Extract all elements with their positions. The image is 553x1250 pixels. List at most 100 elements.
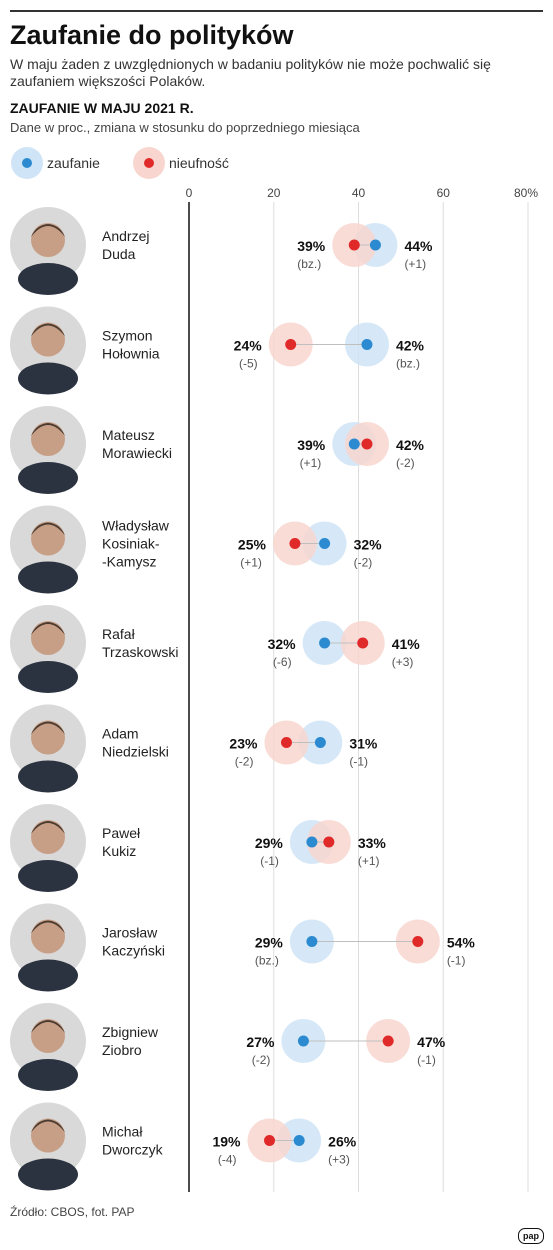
person-name: Ziobro <box>102 1042 142 1058</box>
distrust-dot <box>323 836 335 848</box>
trust-dot <box>314 737 326 748</box>
avatar-hair <box>31 622 65 635</box>
trust-value-label: 32% <box>268 636 297 652</box>
tick-label: 0 <box>186 186 193 200</box>
trust-dot <box>348 438 360 450</box>
person-name: Niedzielski <box>102 744 169 760</box>
avatar-body <box>18 1059 78 1091</box>
distrust-value-label: 54% <box>447 935 476 951</box>
avatar-hair <box>31 721 65 735</box>
person-name: Kosiniak- <box>102 536 160 552</box>
avatar-body <box>18 462 78 494</box>
distrust-value-label: 24% <box>234 338 263 354</box>
avatar-hair <box>31 821 65 834</box>
distrust-change-label: (+1) <box>358 854 380 868</box>
distrust-change-label: (-5) <box>239 357 258 371</box>
avatar-body <box>18 661 78 693</box>
trust-change-label: (-6) <box>273 655 292 669</box>
person-name: Andrzej <box>102 228 149 244</box>
trust-dot <box>369 239 381 251</box>
distrust-change-label: (-2) <box>396 456 415 470</box>
data-note: Dane w proc., zmiana w stosunku do poprz… <box>10 120 360 135</box>
person-name: Zbigniew <box>102 1024 159 1040</box>
avatar-body <box>18 561 78 594</box>
trust-change-label: (-1) <box>349 755 368 769</box>
distrust-change-label: (-4) <box>218 1153 237 1167</box>
avatar-face <box>31 322 65 357</box>
avatar-body <box>18 860 78 892</box>
trust-value-label: 29% <box>255 835 284 851</box>
distrust-value-label: 23% <box>229 736 258 752</box>
person-name: Trzaskowski <box>102 644 179 660</box>
trust-value-label: 26% <box>328 1134 357 1150</box>
distrust-value-label: 42% <box>396 437 425 453</box>
avatar-hair <box>31 224 65 237</box>
trust-change-label: (+3) <box>328 1153 350 1167</box>
pap-logo: pap <box>518 1228 544 1244</box>
person-name: Rafał <box>102 626 136 642</box>
trust-dot <box>319 637 331 649</box>
avatar-face <box>31 422 65 456</box>
distrust-change-label: (bz.) <box>297 257 321 271</box>
avatar-hair <box>31 920 65 934</box>
trust-dot <box>306 836 318 848</box>
distrust-dot <box>348 239 360 251</box>
tick-label: 80% <box>514 186 538 200</box>
legend-distrust-dot <box>144 158 154 168</box>
person-name: Władysław <box>102 518 170 534</box>
legend-trust-label: zaufanie <box>47 155 100 171</box>
trust-change-label: (-1) <box>260 854 279 868</box>
avatar-face <box>31 521 65 556</box>
chart-title: Zaufanie do polityków <box>10 20 294 50</box>
distrust-value-label: 39% <box>297 238 326 254</box>
distrust-change-label: (-1) <box>417 1053 436 1067</box>
avatar-hair <box>31 323 65 337</box>
distrust-change-label: (+3) <box>392 655 414 669</box>
distrust-value-label: 47% <box>417 1034 446 1050</box>
avatar-face <box>31 621 65 655</box>
person-name: Mateusz <box>102 427 155 443</box>
person-name: Jarosław <box>102 925 158 941</box>
trust-value-label: 42% <box>396 338 425 354</box>
person-name: Dworczyk <box>102 1142 164 1158</box>
distrust-dot <box>285 339 297 350</box>
trust-dot <box>293 1135 305 1146</box>
trust-change-label: (bz.) <box>255 954 279 968</box>
avatar-face <box>31 720 65 755</box>
source-note: Źródło: CBOS, fot. PAP <box>10 1205 135 1219</box>
person-name: Paweł <box>102 825 141 841</box>
legend-distrust-label: nieufność <box>169 155 229 171</box>
distrust-dot <box>382 1035 394 1047</box>
distrust-value-label: 19% <box>212 1134 241 1150</box>
person-name: Duda <box>102 246 136 262</box>
avatar-face <box>31 919 65 954</box>
dot-chart: zaufanie nieufność 0 20 40 60 80% Andrzej Duda 44… <box>10 147 538 1192</box>
avatar-hair <box>31 423 65 436</box>
trust-value-label: 32% <box>354 537 383 553</box>
trust-dot <box>319 538 331 549</box>
distrust-dot <box>280 737 292 748</box>
distrust-change-label: (+1) <box>240 556 262 570</box>
section-title: ZAUFANIE W MAJU 2021 R. <box>10 100 194 116</box>
trust-value-label: 27% <box>246 1034 275 1050</box>
avatar-hair <box>31 1020 65 1033</box>
person-name: Adam <box>102 726 139 742</box>
person-name: Hołownia <box>102 346 160 362</box>
trust-change-label: (+1) <box>300 456 322 470</box>
trust-value-label: 31% <box>349 736 378 752</box>
distrust-dot <box>412 936 424 947</box>
person-name: Michał <box>102 1124 143 1140</box>
trust-value-label: 44% <box>404 238 433 254</box>
avatar-body <box>18 959 78 992</box>
avatar-face <box>31 1019 65 1053</box>
distrust-change-label: (-2) <box>235 755 254 769</box>
person-name: -Kamysz <box>102 554 156 570</box>
person-name: Kukiz <box>102 843 136 859</box>
avatar-face <box>31 1118 65 1153</box>
person-name: Morawiecki <box>102 445 172 461</box>
tick-label: 20 <box>267 186 281 200</box>
trust-dot <box>297 1035 309 1047</box>
trust-change-label: (+1) <box>404 257 426 271</box>
distrust-dot <box>361 438 373 450</box>
trust-change-label: (bz.) <box>396 357 420 371</box>
